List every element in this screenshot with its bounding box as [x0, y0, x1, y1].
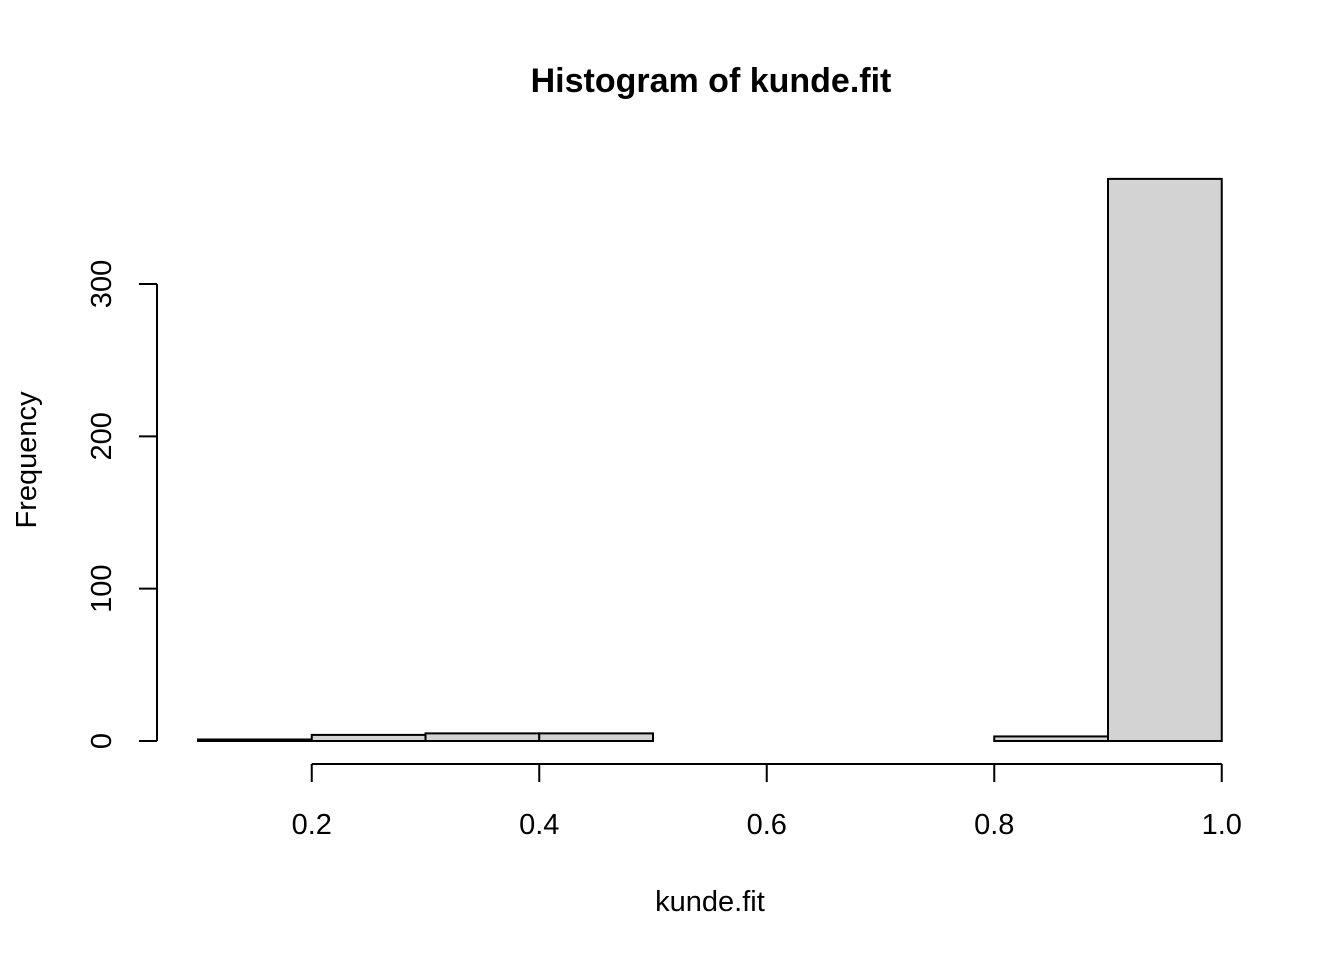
histogram-bar — [993, 735, 1109, 742]
chart-title: Histogram of kunde.fit — [531, 62, 892, 100]
histogram-bar — [424, 732, 541, 743]
histogram-bar — [1107, 177, 1223, 742]
histogram-bar — [197, 738, 313, 743]
histogram-bar — [538, 732, 654, 743]
x-tick-label: 0.4 — [519, 809, 559, 841]
x-tick-label: 0.2 — [292, 809, 332, 841]
x-axis-label: kunde.fit — [655, 886, 765, 918]
x-tick-label: 0.8 — [974, 809, 1014, 841]
y-tick-label: 300 — [86, 260, 118, 308]
x-tick-label: 0.6 — [747, 809, 787, 841]
y-tick-label: 0 — [86, 733, 118, 749]
y-tick-label: 200 — [86, 412, 118, 460]
y-axis-label: Frequency — [11, 391, 43, 529]
histogram-bar — [310, 733, 427, 743]
x-tick-label: 1.0 — [1202, 809, 1242, 841]
y-tick-label: 100 — [86, 564, 118, 612]
